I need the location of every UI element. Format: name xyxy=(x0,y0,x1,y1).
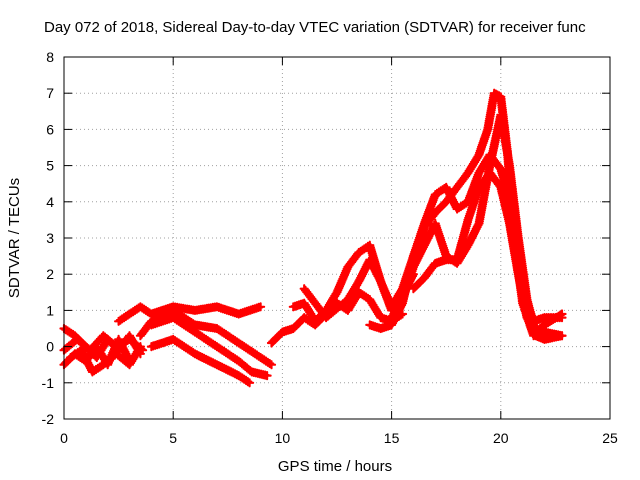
y-tick-label: 8 xyxy=(46,49,54,65)
series-track-g xyxy=(146,313,272,381)
x-tick-label: 0 xyxy=(60,430,68,446)
x-tick-labels: 0 5 10 15 20 25 xyxy=(60,430,618,446)
chart-title: Day 072 of 2018, Sidereal Day-to-day VTE… xyxy=(44,19,586,36)
x-tick-label: 25 xyxy=(602,430,618,446)
y-tick-label: 4 xyxy=(46,194,54,210)
x-tick-label: 5 xyxy=(169,430,177,446)
series-track-h xyxy=(146,334,255,388)
x-tick-label: 10 xyxy=(275,430,291,446)
series-markers xyxy=(66,342,145,377)
x-tick-label: 20 xyxy=(493,430,509,446)
series-track-d xyxy=(66,342,145,377)
y-tick-label: 5 xyxy=(46,158,54,174)
series-markers xyxy=(146,313,272,381)
series-markers xyxy=(135,305,277,370)
series-track-f xyxy=(135,305,277,370)
grid xyxy=(64,57,610,419)
y-tick-labels: -2 -1 0 1 2 3 4 5 6 7 8 xyxy=(42,49,55,427)
x-axis-label: GPS time / hours xyxy=(278,458,392,475)
y-tick-label: -2 xyxy=(42,411,55,427)
y-tick-label: -1 xyxy=(42,375,55,391)
series-markers xyxy=(146,334,255,388)
series-track-m xyxy=(387,110,567,337)
y-tick-label: 6 xyxy=(46,121,54,137)
y-tick-label: 1 xyxy=(46,302,54,318)
y-tick-label: 3 xyxy=(46,230,54,246)
series-markers xyxy=(408,168,567,344)
data-series xyxy=(59,88,567,388)
series-track-n xyxy=(408,168,567,344)
y-axis-label: SDTVAR / TECUs xyxy=(6,178,23,298)
series-markers xyxy=(387,110,567,337)
axis-ticks xyxy=(63,56,611,420)
y-tick-label: 0 xyxy=(46,339,54,355)
x-tick-label: 15 xyxy=(384,430,400,446)
y-tick-label: 7 xyxy=(46,85,54,101)
y-tick-label: 2 xyxy=(46,266,54,282)
